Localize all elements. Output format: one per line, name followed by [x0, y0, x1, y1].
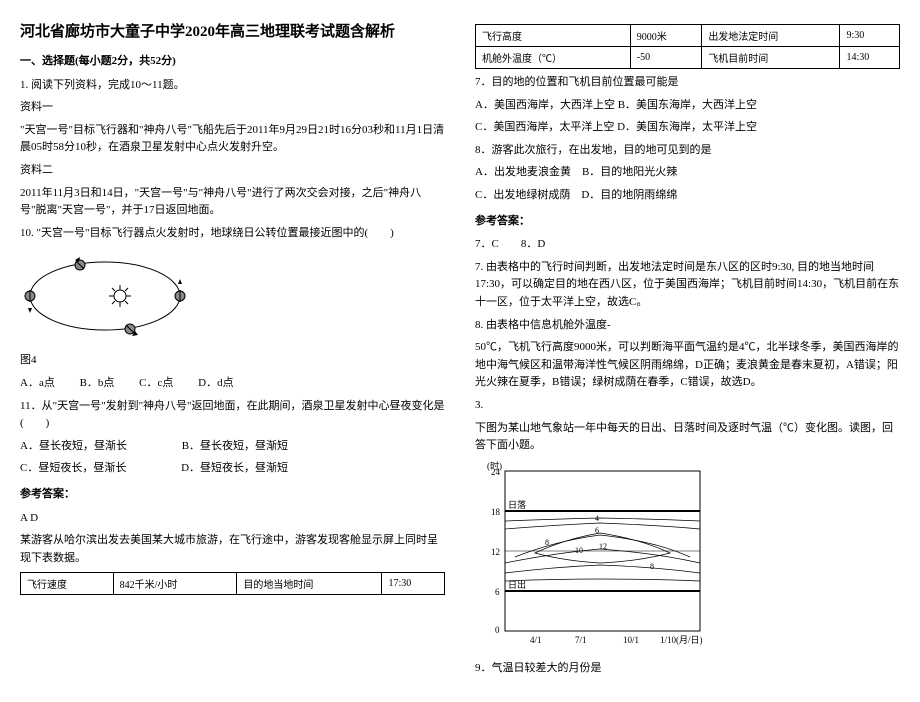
q10-c: C．c点	[139, 377, 173, 389]
sun	[114, 290, 126, 302]
cell: 目的地当地时间	[237, 573, 382, 595]
q3: 下图为某山地气象站一年中每天的日出、日落时间及逐时气温（℃）变化图。读图，回答下…	[475, 420, 900, 455]
cell: 飞行速度	[21, 573, 114, 595]
cell: 17:30	[382, 573, 445, 595]
contour-label: 8	[650, 562, 654, 571]
doc-title: 河北省廊坊市大童子中学2020年高三地理联考试题含解析	[20, 20, 445, 41]
table-row: 飞行高度 9000米 出发地法定时间 9:30	[476, 25, 900, 47]
res1-text: "天宫一号"目标飞行器和"神舟八号"飞船先后于2011年9月29日21时16分0…	[20, 122, 445, 157]
contour-label: 4	[595, 514, 599, 523]
xtick: 10/1	[623, 635, 639, 645]
q10-b: B．b点	[80, 377, 115, 389]
ytick: 6	[495, 587, 500, 597]
answer-1: A D	[20, 510, 445, 528]
ytick: 12	[491, 547, 500, 557]
cell: 14:30	[840, 47, 900, 69]
contour-label: 6	[595, 526, 599, 535]
res1-label: 资料一	[20, 99, 445, 117]
temperature-chart: (时) 0 6 12 18 24 4/1 7/1 10/1 1/10(月/日) …	[475, 461, 900, 654]
flight-table-row23: 飞行高度 9000米 出发地法定时间 9:30 机舱外温度（℃） -50 飞机目…	[475, 24, 900, 69]
answer-78: 7．C 8．D	[475, 236, 900, 254]
cell: 飞行高度	[476, 25, 631, 47]
q11-d: D．昼短夜长，昼渐短	[181, 462, 288, 474]
orbit-ellipse	[30, 262, 180, 330]
q2-intro: 某游客从哈尔滨出发去美国某大城市旅游，在飞行途中，游客发现客舱显示屏上同时呈现下…	[20, 532, 445, 567]
table-row: 飞行速度 842千米/小时 目的地当地时间 17:30	[21, 573, 445, 595]
cell: 飞机目前时间	[702, 47, 840, 69]
contour-label: 10	[575, 546, 583, 555]
q10-choices: A．a点 B．b点 C．c点 D．d点	[20, 375, 445, 393]
section-heading: 一、选择题(每小题2分，共52分)	[20, 53, 445, 71]
q11-a: A．昼长夜短，昼渐长	[20, 440, 127, 452]
q8: 8．游客此次旅行，在出发地，目的地可见到的是	[475, 142, 900, 160]
cell: 机舱外温度（℃）	[476, 47, 631, 69]
explain-8b: 50℃，飞机飞行高度9000米，可以判断海平面气温约是4℃，北半球冬季，美国西海…	[475, 339, 900, 392]
q11-b: B．昼长夜短，昼渐短	[182, 440, 288, 452]
contour-label: 12	[599, 542, 607, 551]
q8-row1: A．出发地麦浪金黄 B．目的地阳光火辣	[475, 164, 900, 182]
q10-d: D．d点	[198, 377, 233, 389]
fig4-label: 图4	[20, 352, 445, 370]
cell: 出发地法定时间	[702, 25, 840, 47]
orbit-diagram	[20, 248, 445, 346]
ytick: 24	[491, 467, 501, 477]
q10-a: A．a点	[20, 377, 55, 389]
q11: 11．从"天宫一号"发射到"神舟八号"返回地面，在此期间，酒泉卫星发射中心昼夜变…	[20, 398, 445, 433]
left-column: 河北省廊坊市大童子中学2020年高三地理联考试题含解析 一、选择题(每小题2分，…	[20, 20, 445, 682]
planet-b	[175, 279, 185, 302]
q1-intro: 1. 阅读下列资料，完成10～11题。	[20, 77, 445, 95]
orbit-svg	[20, 248, 190, 343]
answer-heading: 参考答案：	[20, 486, 445, 504]
table-row: 机舱外温度（℃） -50 飞机目前时间 14:30	[476, 47, 900, 69]
res2-label: 资料二	[20, 162, 445, 180]
cell: 9000米	[630, 25, 702, 47]
q9: 9．气温日较差大的月份是	[475, 660, 900, 678]
page-wrap: 河北省廊坊市大童子中学2020年高三地理联考试题含解析 一、选择题(每小题2分，…	[20, 20, 900, 682]
explain-7: 7. 由表格中的飞行时间判断，出发地法定时间是东八区的区时9:30, 目的地当地…	[475, 259, 900, 312]
cell: -50	[630, 47, 702, 69]
q10: 10. "天宫一号"目标飞行器点火发射时，地球绕日公转位置最接近图中的( )	[20, 225, 445, 243]
flight-table-row1: 飞行速度 842千米/小时 目的地当地时间 17:30	[20, 572, 445, 595]
q7-row2: C．美国西海岸，太平洋上空 D．美国东海岸，太平洋上空	[475, 119, 900, 137]
answer-heading-2: 参考答案：	[475, 213, 900, 231]
xtick: 4/1	[530, 635, 542, 645]
contour-label: 8	[545, 538, 549, 547]
planet-d	[25, 290, 35, 313]
ytick: 18	[491, 507, 501, 517]
q7: 7．目的地的位置和飞机目前位置最可能是	[475, 74, 900, 92]
planet-c	[125, 324, 138, 336]
chart-svg: (时) 0 6 12 18 24 4/1 7/1 10/1 1/10(月/日) …	[475, 461, 715, 651]
xtick: 7/1	[575, 635, 587, 645]
q11-row1: A．昼长夜短，昼渐长 B．昼长夜短，昼渐短	[20, 438, 445, 456]
planet-a	[75, 257, 85, 270]
ytick: 0	[495, 625, 500, 635]
right-column: 飞行高度 9000米 出发地法定时间 9:30 机舱外温度（℃） -50 飞机目…	[475, 20, 900, 682]
q7-row1: A．美国西海岸，大西洋上空 B．美国东海岸，大西洋上空	[475, 97, 900, 115]
cell: 842千米/小时	[113, 573, 237, 595]
res2-text: 2011年11月3日和14日，"天宫一号"与"神舟八号"进行了两次交会对接，之后…	[20, 185, 445, 220]
xtick: 1/10(月/日)	[660, 635, 703, 645]
sunset-label: 日落	[508, 499, 526, 510]
q3-num: 3.	[475, 397, 900, 415]
explain-8a: 8. 由表格中信息机舱外温度-	[475, 317, 900, 335]
q11-c: C．昼短夜长，昼渐长	[20, 462, 126, 474]
q8-row2: C．出发地绿树成荫 D．目的地阴雨绵绵	[475, 187, 900, 205]
cell: 9:30	[840, 25, 900, 47]
q11-row2: C．昼短夜长，昼渐长 D．昼短夜长，昼渐短	[20, 460, 445, 478]
